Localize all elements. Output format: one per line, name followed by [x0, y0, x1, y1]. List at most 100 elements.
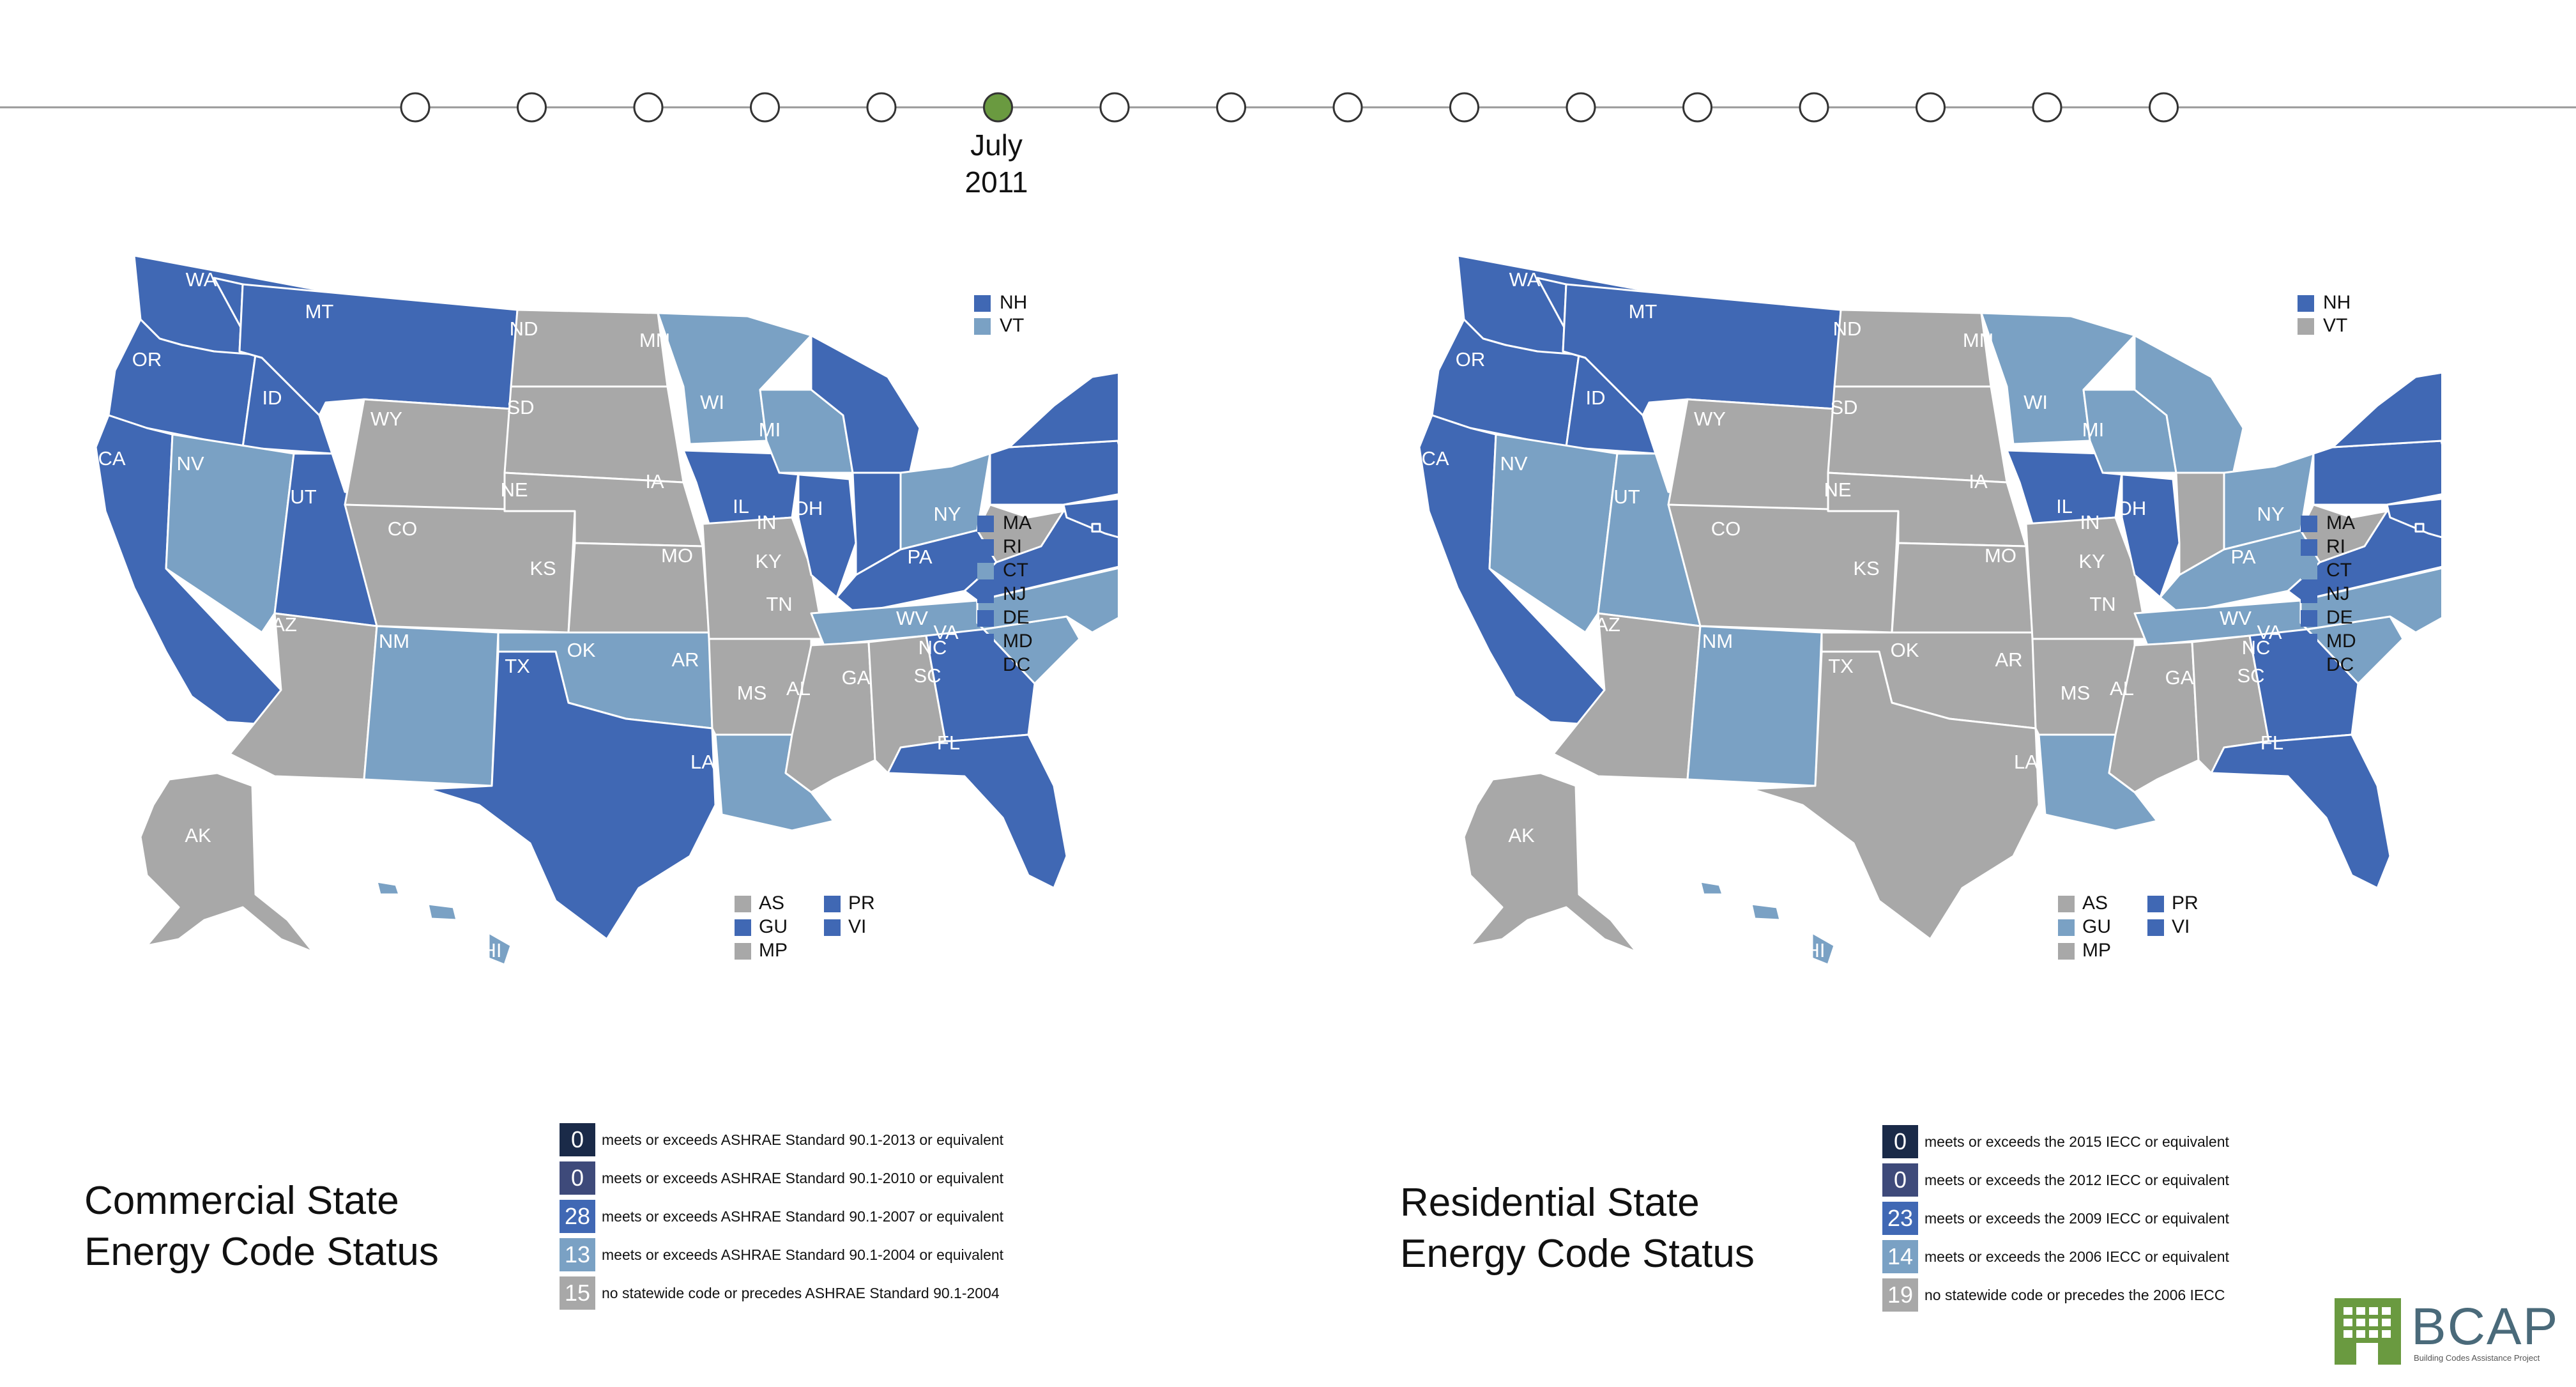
commercial-label-in: IN [757, 511, 777, 533]
bcap-building-icon [2335, 1298, 2401, 1365]
residential-label-wy: WY [1694, 408, 1726, 430]
residential-legend-count: 0 [1882, 1125, 1918, 1158]
residential-label-ia: IA [1969, 470, 1988, 493]
residential-label-ks: KS [1853, 557, 1879, 579]
residential-label-pa: PA [2230, 546, 2255, 568]
residential-label-tn: TN [2089, 593, 2115, 615]
residential-legend-text: no statewide code or precedes the 2006 I… [1924, 1286, 2225, 1303]
residential-key-swatch-ct [2301, 563, 2317, 579]
commercial-territory-swatch-gu [735, 919, 751, 936]
residential-legend-row: 23 meets or exceeds the 2009 IECC or equi… [1882, 1202, 2229, 1235]
timeline-step[interactable] [1216, 92, 1246, 123]
residential-title-line2: Energy Code Status [1400, 1232, 1755, 1276]
residential-label-hi: HI [1806, 939, 1825, 962]
timeline-step[interactable] [1916, 92, 1946, 123]
commercial-label-tx: TX [505, 655, 530, 677]
commercial-legend-row: 28 meets or exceeds ASHRAE Standard 90.1-… [560, 1200, 1003, 1233]
commercial-key-swatch-nj [977, 586, 994, 603]
commercial-key-label-vt: VT [1000, 315, 1024, 336]
residential-territory-swatch-as [2058, 896, 2075, 912]
commercial-label-co: CO [388, 517, 418, 540]
residential-legend-count: 0 [1882, 1163, 1918, 1197]
residential-label-wa: WA [1509, 268, 1541, 291]
residential-key-label-ct: CT [2326, 560, 2352, 581]
residential-label-nc: NC [2242, 636, 2271, 659]
commercial-territory-label-gu: GU [759, 916, 788, 937]
commercial-legend-count: 28 [560, 1200, 595, 1233]
timeline-step[interactable] [633, 92, 664, 123]
timeline-step[interactable] [750, 92, 780, 123]
timeline-step[interactable] [1682, 92, 1712, 123]
commercial-territory-swatch-vi [824, 919, 841, 936]
residential-label-ny: NY [2257, 503, 2284, 525]
commercial-legend-text: no statewide code or precedes ASHRAE Sta… [602, 1284, 1000, 1301]
commercial-label-az: AZ [271, 613, 297, 636]
commercial-key-swatch-md [977, 634, 994, 650]
residential-map: WA OR CA ID MT NV UT AZ WY CO NM ND SD NE KS OK TX MN IA MO… [1394, 243, 2567, 1009]
bcap-logo: BCAP Building Codes Assistance Project [2335, 1297, 2557, 1367]
residential-label-fl: FL [2260, 732, 2283, 754]
commercial-label-mo: MO [661, 544, 693, 567]
residential-map-svg: WA OR CA ID MT NV UT AZ WY CO NM ND SD NE KS OK TX MN IA MO… [1418, 254, 2567, 966]
residential-legend-count: 19 [1882, 1278, 1918, 1312]
residential-legend-text: meets or exceeds the 2012 IECC or equiva… [1924, 1171, 2229, 1188]
timeline-step-active[interactable] [983, 92, 1013, 123]
residential-state-wy [1667, 398, 1836, 512]
residential-key-swatch-de [2301, 610, 2317, 627]
commercial-label-ia: IA [645, 470, 664, 493]
commercial-label-al: AL [786, 677, 811, 700]
timeline-year-label: 2011 [964, 165, 1028, 199]
commercial-legend-text: meets or exceeds ASHRAE Standard 90.1-20… [602, 1207, 1004, 1225]
timeline-step[interactable] [1566, 92, 1596, 123]
commercial-map-svg: WA OR CA ID MT NV UT AZ WY CO NM ND SD NE KS OK TX MN IA MO… [95, 254, 1244, 966]
timeline-month-label: July [970, 128, 1023, 162]
residential-label-wv: WV [2220, 607, 2252, 629]
commercial-title-line1: Commercial State [84, 1179, 399, 1223]
commercial-territory-label-mp: MP [759, 940, 788, 961]
timeline-step[interactable] [1099, 92, 1130, 123]
residential-territory-swatch-mp [2058, 943, 2075, 960]
residential-key-label-ma: MA [2326, 512, 2355, 533]
commercial-state-mo [701, 516, 825, 640]
commercial-label-wy: WY [370, 408, 402, 430]
commercial-title-line2: Energy Code Status [84, 1230, 439, 1274]
bcap-name: BCAP [2411, 1298, 2559, 1356]
commercial-legend-count: 0 [560, 1123, 595, 1156]
commercial-state-dc [1091, 523, 1101, 533]
residential-territory-label-gu: GU [2082, 916, 2111, 937]
commercial-key-swatch-ri [977, 539, 994, 556]
commercial-legend-text: meets or exceeds ASHRAE Standard 90.1-20… [602, 1131, 1004, 1148]
commercial-label-la: LA [690, 751, 715, 773]
timeline-step[interactable] [1449, 92, 1479, 123]
residential-legend-row: 0 meets or exceeds the 2012 IECC or equiv… [1882, 1163, 2229, 1197]
residential-legend-row: 19 no statewide code or precedes the 2006… [1882, 1278, 2229, 1312]
commercial-state-nv [165, 433, 295, 634]
residential-territory-label-vi: VI [2172, 916, 2190, 937]
timeline-step[interactable] [1332, 92, 1363, 123]
timeline-step[interactable] [2032, 92, 2062, 123]
commercial-key-label-ri: RI [1003, 536, 1022, 557]
residential-territory-swatch-pr [2147, 896, 2164, 912]
timeline-step[interactable] [2149, 92, 2179, 123]
residential-state-mo [2025, 516, 2149, 640]
commercial-label-ms: MS [737, 682, 767, 704]
residential-label-la: LA [2014, 751, 2038, 773]
commercial-states [95, 254, 1244, 966]
commercial-label-tn: TN [766, 593, 792, 615]
timeline-step[interactable] [517, 92, 547, 123]
timeline-step[interactable] [866, 92, 897, 123]
commercial-label-ok: OK [567, 639, 596, 661]
commercial-state-tx [427, 650, 717, 940]
commercial-state-md [1062, 497, 1129, 541]
timeline-step[interactable] [1799, 92, 1829, 123]
commercial-label-mi: MI [759, 418, 781, 441]
commercial-label-nv: NV [176, 452, 204, 475]
residential-key-label-ri: RI [2326, 536, 2345, 557]
commercial-state-wy [344, 398, 512, 512]
timeline [0, 92, 2576, 123]
residential-label-mn: MN [1963, 329, 1993, 351]
commercial-key-label-dc: DC [1003, 654, 1030, 675]
residential-key-swatch-nj [2301, 586, 2317, 603]
residential-key-label-nh: NH [2323, 292, 2351, 313]
timeline-step[interactable] [400, 92, 431, 123]
